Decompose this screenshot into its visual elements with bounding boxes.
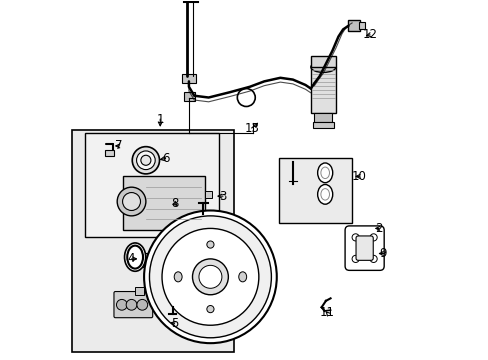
- Ellipse shape: [168, 253, 173, 261]
- Ellipse shape: [155, 251, 164, 264]
- Ellipse shape: [317, 184, 332, 204]
- Text: 2: 2: [374, 222, 382, 235]
- Circle shape: [144, 211, 276, 343]
- Bar: [135, 258, 144, 267]
- Ellipse shape: [127, 246, 142, 269]
- Text: 12: 12: [362, 28, 377, 41]
- Circle shape: [132, 147, 159, 174]
- Bar: [85, 134, 219, 237]
- Circle shape: [162, 228, 258, 325]
- Bar: [104, 149, 113, 156]
- Circle shape: [351, 234, 359, 241]
- Bar: [312, 122, 333, 128]
- Bar: [348, 21, 359, 31]
- Ellipse shape: [124, 243, 145, 271]
- Text: 7: 7: [115, 139, 122, 152]
- Ellipse shape: [320, 189, 329, 200]
- Text: 5: 5: [170, 317, 178, 330]
- Circle shape: [116, 300, 127, 310]
- Circle shape: [136, 151, 155, 170]
- Ellipse shape: [174, 272, 182, 282]
- Text: 6: 6: [162, 152, 169, 165]
- Circle shape: [126, 300, 137, 310]
- Circle shape: [141, 155, 151, 165]
- Circle shape: [369, 255, 376, 262]
- Text: 4: 4: [127, 252, 135, 265]
- Circle shape: [237, 89, 255, 107]
- Circle shape: [351, 255, 359, 262]
- Ellipse shape: [317, 163, 332, 183]
- Circle shape: [137, 300, 147, 310]
- Text: 8: 8: [170, 197, 178, 210]
- Circle shape: [206, 241, 214, 248]
- Bar: [310, 56, 335, 67]
- Ellipse shape: [238, 272, 246, 282]
- Bar: [310, 67, 335, 113]
- Bar: [359, 22, 364, 30]
- Bar: [204, 212, 212, 220]
- Ellipse shape: [310, 62, 335, 72]
- Circle shape: [199, 265, 222, 288]
- Text: 10: 10: [351, 170, 366, 183]
- Bar: [278, 158, 351, 223]
- Circle shape: [149, 216, 271, 338]
- Ellipse shape: [166, 251, 175, 264]
- Bar: [135, 287, 144, 296]
- Bar: [183, 92, 195, 101]
- FancyBboxPatch shape: [355, 236, 372, 260]
- Bar: [140, 253, 150, 261]
- Text: 11: 11: [319, 306, 334, 319]
- Circle shape: [206, 306, 214, 313]
- Text: 3: 3: [219, 190, 226, 203]
- Ellipse shape: [158, 253, 162, 261]
- Ellipse shape: [320, 167, 329, 179]
- Text: 13: 13: [244, 122, 259, 135]
- Circle shape: [122, 193, 140, 211]
- Text: 1: 1: [156, 113, 163, 126]
- Circle shape: [117, 187, 145, 216]
- FancyBboxPatch shape: [114, 292, 152, 318]
- Bar: [204, 191, 212, 198]
- Bar: [122, 176, 204, 230]
- Text: 9: 9: [378, 247, 386, 260]
- Circle shape: [369, 234, 376, 241]
- Bar: [314, 113, 332, 122]
- Bar: [182, 74, 196, 83]
- FancyBboxPatch shape: [345, 226, 384, 270]
- Bar: [72, 130, 233, 352]
- Circle shape: [192, 259, 228, 295]
